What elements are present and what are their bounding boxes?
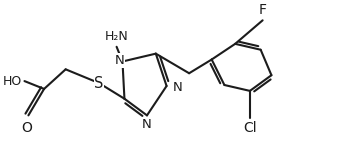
Text: O: O xyxy=(21,121,32,135)
Text: N: N xyxy=(172,81,182,94)
Text: S: S xyxy=(94,75,104,91)
Text: H₂N: H₂N xyxy=(105,29,129,42)
Text: HO: HO xyxy=(2,75,22,88)
Text: N: N xyxy=(142,118,152,131)
Text: Cl: Cl xyxy=(243,121,257,135)
Text: N: N xyxy=(115,54,124,67)
Text: F: F xyxy=(259,3,267,17)
